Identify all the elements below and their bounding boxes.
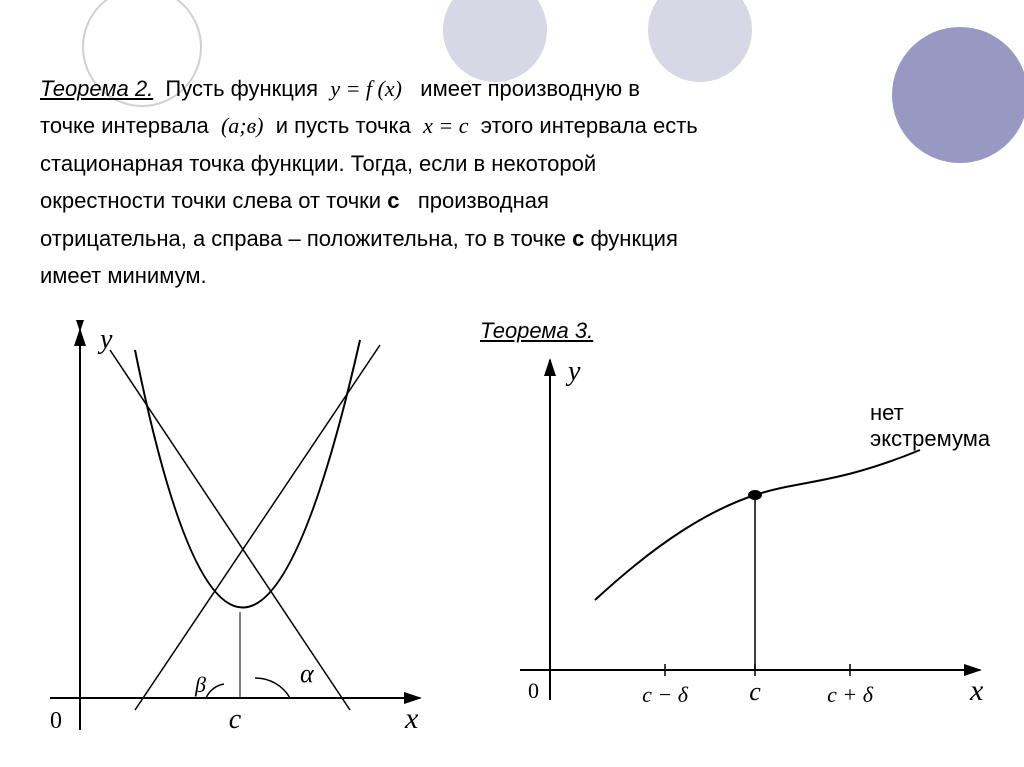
svg-text:α: α [300, 659, 315, 688]
graph-minimum: y x 0 c α β [20, 320, 440, 760]
svg-text:y: y [97, 324, 113, 355]
t2-c2: с [572, 226, 584, 251]
svg-text:β: β [194, 672, 206, 697]
t2-l2a: точке интервала [40, 113, 209, 138]
t2-eq1: y = f (x) [330, 76, 402, 101]
svg-text:c: c [749, 677, 761, 706]
svg-text:0: 0 [528, 678, 539, 703]
svg-text:y: y [565, 356, 581, 387]
t2-l5b: функция [590, 226, 677, 251]
svg-text:x: x [404, 702, 419, 735]
theorem2-title: Теорема 2. [40, 76, 153, 101]
svg-text:c + δ: c + δ [827, 682, 874, 707]
svg-text:x: x [969, 674, 984, 707]
svg-text:0: 0 [50, 708, 62, 734]
t2-l1a: Пусть функция [165, 76, 318, 101]
t2-l6: имеет минимум. [40, 263, 207, 288]
t2-l1b: имеет производную в [420, 76, 640, 101]
t2-c1: с [387, 188, 399, 213]
t2-l5a: отрицательна, а справа – положительна, т… [40, 226, 566, 251]
svg-text:c: c [229, 704, 242, 735]
svg-text:c − δ: c − δ [642, 682, 689, 707]
t2-l3: стационарная точка функции. Тогда, если … [40, 151, 596, 176]
theorem2-text: Теорема 2. Пусть функция y = f (x) имеет… [40, 70, 960, 294]
t2-l4b: производная [418, 188, 549, 213]
t2-interval: (a;в) [221, 113, 264, 138]
t2-l2b: и пусть точка [276, 113, 411, 138]
graph-no-extremum: y x 0 c c − δ c + δ [480, 340, 1000, 750]
t2-l2c: этого интервала есть [481, 113, 698, 138]
t2-l4a: окрестности точки слева от точки [40, 188, 381, 213]
t2-eq2: x = c [423, 113, 468, 138]
